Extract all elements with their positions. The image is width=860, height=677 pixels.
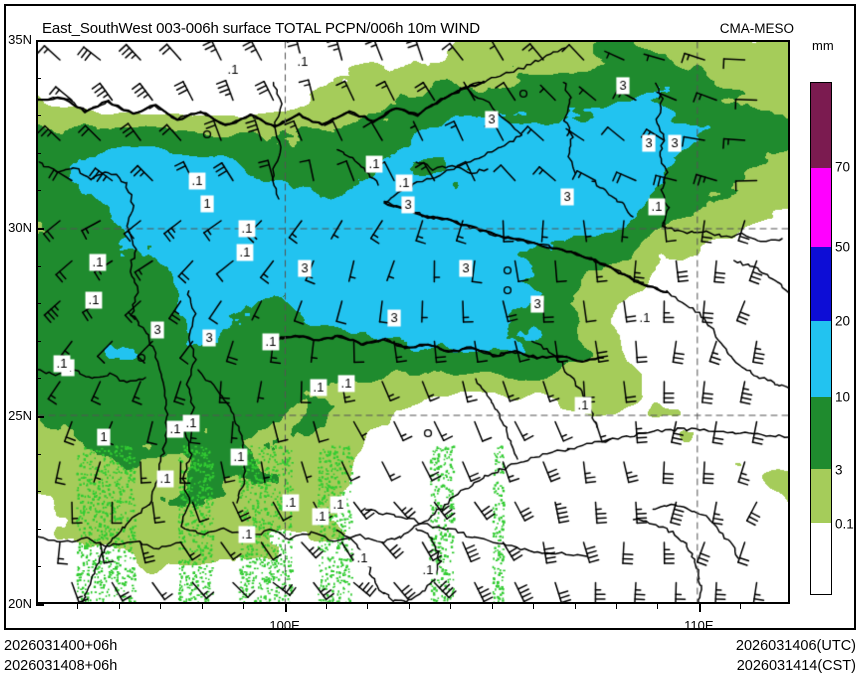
y-axis-tick bbox=[36, 228, 44, 230]
y-axis-label-25N: 25N bbox=[8, 408, 32, 423]
footer-init-cst: 2026031408+06h bbox=[4, 658, 118, 674]
x-axis-label-100E: 100E bbox=[269, 618, 300, 633]
colorbar-tick-50: 50 bbox=[835, 239, 851, 255]
y-axis-tick bbox=[36, 40, 44, 42]
x-axis-minor-tick bbox=[657, 604, 659, 609]
y-axis-minor-tick bbox=[36, 566, 41, 568]
x-axis-minor-tick bbox=[367, 604, 369, 609]
x-axis-minor-tick bbox=[77, 604, 79, 609]
y-axis-label-30N: 30N bbox=[8, 220, 32, 235]
x-axis-tick bbox=[698, 604, 701, 612]
x-axis-minor-tick bbox=[740, 604, 742, 609]
y-axis-minor-tick bbox=[36, 378, 41, 380]
colorbar-segment bbox=[811, 396, 831, 470]
y-axis-minor-tick bbox=[36, 491, 41, 493]
colorbar-segment bbox=[811, 469, 831, 524]
x-axis-minor-tick bbox=[533, 604, 535, 609]
colorbar-tick-10: 10 bbox=[835, 389, 851, 405]
x-axis-minor-tick bbox=[118, 604, 120, 609]
x-axis-label-110E: 110E bbox=[684, 618, 714, 633]
y-axis-tick bbox=[36, 416, 44, 418]
colorbar-tick-3: 3 bbox=[835, 462, 843, 478]
colorbar-segment bbox=[811, 247, 831, 322]
x-axis-tick bbox=[284, 604, 287, 612]
x-axis-minor-tick bbox=[408, 604, 410, 609]
x-axis-minor-tick bbox=[450, 604, 452, 609]
page-title: East_SouthWest 003-006h surface TOTAL PC… bbox=[42, 20, 480, 37]
map-plot-area[interactable] bbox=[36, 40, 790, 604]
colorbar-units-label: mm bbox=[812, 38, 834, 53]
y-axis-minor-tick bbox=[36, 152, 41, 154]
x-axis-minor-tick bbox=[201, 604, 203, 609]
colorbar-tick-0p1: 0.1 bbox=[835, 516, 854, 532]
footer-valid-cst: 2026031414(CST) bbox=[736, 658, 856, 674]
y-axis-label-20N: 20N bbox=[8, 596, 32, 611]
colorbar-segment bbox=[811, 321, 831, 397]
y-axis-minor-tick bbox=[36, 340, 41, 342]
x-axis-minor-tick bbox=[326, 604, 327, 609]
colorbar-segment bbox=[811, 523, 831, 594]
y-axis-minor-tick bbox=[36, 453, 41, 455]
x-axis-minor-tick bbox=[616, 604, 617, 609]
colorbar[interactable] bbox=[810, 82, 832, 595]
y-axis-tick bbox=[36, 604, 44, 606]
y-axis-minor-tick bbox=[36, 303, 41, 305]
x-axis-minor-tick bbox=[243, 604, 245, 609]
x-axis-minor-tick bbox=[491, 604, 493, 609]
x-axis-minor-tick bbox=[574, 604, 576, 609]
model-tag: CMA-MESO bbox=[719, 21, 794, 36]
y-axis-minor-tick bbox=[36, 190, 41, 192]
y-axis-minor-tick bbox=[36, 115, 41, 117]
y-axis-minor-tick bbox=[36, 265, 41, 267]
precipitation-map-canvas bbox=[38, 42, 788, 602]
y-axis-minor-tick bbox=[36, 77, 41, 79]
footer-valid-utc: 2026031406(UTC) bbox=[735, 638, 856, 654]
x-axis-minor-tick bbox=[160, 604, 162, 609]
colorbar-tick-20: 20 bbox=[835, 313, 851, 329]
colorbar-tick-70: 70 bbox=[835, 159, 851, 175]
footer-init-utc: 2026031400+06h bbox=[4, 638, 118, 654]
y-axis-minor-tick bbox=[36, 528, 41, 530]
y-axis-label-35N: 35N bbox=[8, 32, 32, 47]
colorbar-segment bbox=[811, 83, 831, 168]
colorbar-segment bbox=[811, 167, 831, 248]
